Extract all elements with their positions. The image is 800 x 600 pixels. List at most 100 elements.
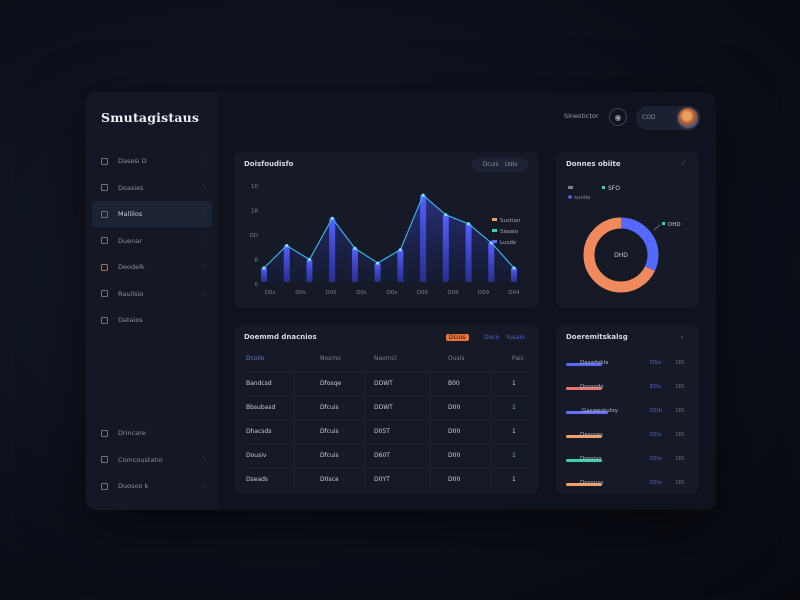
sidebar-item-label: Deodelk [118,263,145,271]
sidebar-item-5[interactable]: Deodelk › [92,254,212,280]
bell-icon: ◉ [614,112,622,122]
progress-bar [566,459,602,462]
blue-tag-2[interactable]: Yusaio [506,334,525,341]
column-header[interactable]: Naomcl [374,355,397,362]
sidebar-nav: Dasesi D › Doasies › Mallilos › Duenar ›… [92,148,212,334]
grid-icon [101,210,108,218]
chevron-right-icon: › [203,482,206,489]
user-icon [101,456,108,463]
column-divider [294,371,295,489]
side-label-swatch [662,222,665,225]
list-item[interactable]: Gasweskutsy DDb DD [566,406,691,420]
row-divider [244,372,529,373]
column-divider [364,371,365,489]
sidebar-bottom-nav: Drincare Comcoustatio › Duosoo k › [92,420,212,500]
table-cell: DDWT [374,404,393,411]
sidebar-item-4[interactable]: Duenar › [92,228,212,254]
sidebar-item-6[interactable]: Rauilsio › [92,281,212,307]
sidebar-item-1[interactable]: Dasesi D › [92,148,212,174]
more-icon[interactable]: ⟋ [681,160,686,167]
list-item[interactable]: Daswfekts DSo DD [566,358,691,372]
list-item-label: Dnxssdo [580,384,604,390]
sidebar-item-3[interactable]: Mallilos › [92,201,212,227]
dashboard-window: Smutagistaus Dasesi D › Doasies › Mallil… [86,92,716,510]
list-item[interactable]: Dnxssdo EDo DD [566,382,691,396]
list-item-value-2: DD [676,384,685,390]
bar-10 [465,223,472,282]
list-title: Doeremitskalsg [566,333,628,341]
progress-bar [566,387,602,390]
help-icon [101,429,108,437]
list-item-value-2: DD [676,456,685,462]
range-label: Dcuis [482,162,499,168]
sidebar-item-label: Drincare [118,429,146,437]
chart-title: Doisfoudisfo [244,160,294,168]
progress-bar [566,411,608,414]
table-cell: Dhacsds [246,428,272,435]
x-tick-label: D05 [417,290,429,296]
data-point-3 [307,258,312,262]
data-point-6 [376,261,380,265]
list-item-value-2: DD [676,432,685,438]
side-label-pointer [653,224,661,231]
data-point-4 [330,216,334,220]
list-card: Doeremitskalsg › Daswfekts DSo DD Dnxssdo ED… [556,325,699,494]
sidebar-item-label: Duenar [118,236,142,245]
list-item-value: DDb [650,408,662,414]
side-label: DHD [668,222,681,228]
sidebar-bottom-item-2[interactable]: Comcoustatio › [92,447,212,473]
table-cell: Dfosqe [320,380,342,387]
y-tick-label: 8 [255,258,259,264]
chevron-right-icon: › [203,236,206,244]
range-alt-label: Udis [504,162,518,168]
bar-5 [351,248,358,282]
sidebar: Smutagistaus Dasesi D › Doasies › Mallil… [86,92,218,510]
table-cell: 1 [512,452,516,459]
data-point-1 [262,266,266,270]
sidebar-item-label: Doasies [118,183,144,192]
bar-8 [420,195,427,282]
blue-tag[interactable]: Doco [484,334,500,341]
settings-icon [101,316,108,324]
list-item-value: DDs [650,432,662,438]
column-header[interactable]: Nosmo [320,355,341,362]
list-item-value: DDo [650,456,662,462]
sidebar-bottom-item-1[interactable]: Drincare [92,420,212,446]
chevron-right-icon: › [203,263,206,270]
range-selector[interactable]: Dcuis Udis [472,158,528,172]
notification-button[interactable]: ◉ [609,108,627,126]
sidebar-item-label: Duosoo k [118,482,149,490]
donut-chart: DHD SFO sustio DHD [568,185,681,293]
chevron-right-icon: › [203,289,206,297]
orange-tag[interactable]: Dcuis [446,334,469,341]
column-header[interactable]: Ousis [448,355,465,362]
data-point-9 [444,213,448,217]
legend-swatch-b [602,186,605,189]
progress-bar [566,483,602,486]
sidebar-item-7[interactable]: Dataios [92,307,212,333]
row-divider [244,396,529,397]
sidebar-item-label: Rauilsio [118,289,144,298]
table-cell: Bandcsd [246,380,272,387]
table-cell: Bbsubasd [246,404,276,411]
column-header[interactable]: Dcoilo [246,355,265,362]
user-menu-text: COD [642,114,656,121]
avatar[interactable] [676,106,700,130]
list-item[interactable]: Dnsouso DDo DD [566,478,691,492]
donut-slice-2 [583,217,659,293]
chevron-icon[interactable]: › [681,334,684,341]
legend-label-3: Lusdo [500,240,517,246]
table-cell: 1 [512,476,516,483]
chevron-right-icon: › [203,455,206,463]
column-header[interactable]: Paic [512,355,524,362]
table-cell: 1 [512,404,516,411]
list-item[interactable]: Doesiso DDo DD [566,454,691,468]
list-item[interactable]: Dasoses DDs DD [566,430,691,444]
sidebar-item-2[interactable]: Doasies › [92,175,212,201]
row-divider [244,468,529,469]
legend-label-a: SFO [608,185,620,192]
legend-swatch-1 [492,218,497,221]
legend-label-2: Sasaio [500,229,519,235]
list-item-label: Dnsouso [580,480,604,486]
sidebar-bottom-item-3[interactable]: Duosoo k › [92,473,212,499]
